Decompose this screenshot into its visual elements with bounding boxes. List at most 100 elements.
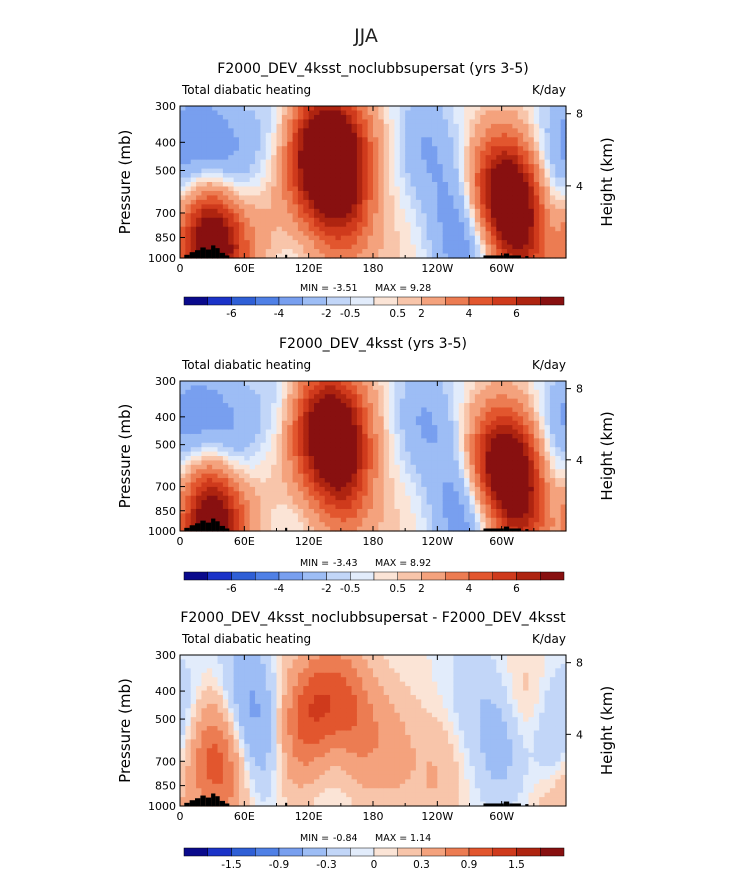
heat-cell	[206, 495, 213, 501]
heat-cell	[480, 478, 487, 484]
heat-cell	[340, 385, 347, 391]
heat-cell	[330, 486, 337, 492]
heat-cell	[383, 381, 390, 387]
heat-cell	[560, 217, 567, 223]
heat-cell	[448, 491, 455, 497]
heat-cell	[383, 213, 390, 219]
heat-cell	[485, 491, 492, 497]
heat-cell	[212, 217, 219, 223]
heat-cell	[512, 500, 519, 506]
heat-cell	[233, 469, 240, 475]
heat-cell	[560, 213, 567, 219]
heat-cell	[308, 460, 315, 466]
heat-cell	[539, 420, 546, 426]
heat-cell	[260, 433, 267, 439]
heat-cell	[405, 155, 412, 161]
heat-cell	[533, 420, 540, 426]
heat-cell	[233, 253, 240, 259]
heat-cell	[469, 226, 476, 232]
heat-cell	[206, 517, 213, 523]
heat-cell	[276, 231, 283, 237]
heat-cell	[415, 106, 422, 112]
heat-cell	[201, 177, 208, 183]
heat-cell	[442, 451, 449, 457]
heat-cell	[421, 155, 428, 161]
topography-block	[205, 249, 212, 258]
colorbar-label: -0.5	[340, 308, 361, 320]
heat-cell	[448, 403, 455, 409]
heat-cell	[453, 226, 460, 232]
heat-cell	[485, 416, 492, 422]
heat-cell	[206, 128, 213, 134]
heat-cell	[335, 146, 342, 152]
heat-cell	[469, 141, 476, 147]
heat-cell	[490, 381, 497, 387]
heat-cell	[249, 217, 256, 223]
heat-cell	[324, 217, 331, 223]
heat-cell	[196, 213, 203, 219]
heat-cell	[287, 438, 294, 444]
heat-cell	[238, 217, 245, 223]
heat-cell	[362, 389, 369, 395]
heat-cell	[185, 504, 192, 510]
heat-cell	[303, 141, 310, 147]
heat-cell	[180, 411, 186, 417]
heat-cell	[265, 253, 272, 259]
heat-cell	[549, 433, 556, 439]
heat-cell	[265, 389, 272, 395]
heat-cell	[437, 451, 444, 457]
heat-cell	[233, 110, 240, 116]
heat-cell	[555, 195, 562, 201]
heat-cell	[378, 186, 385, 192]
heat-cell	[415, 150, 422, 156]
heat-cell	[276, 429, 283, 435]
heat-cell	[458, 403, 465, 409]
heat-cell	[469, 182, 476, 188]
heat-cell	[351, 460, 358, 466]
heat-cell	[485, 114, 492, 121]
heat-cell	[287, 182, 294, 188]
panel-title: F2000_DEV_4ksst (yrs 3-5)	[279, 336, 467, 352]
heat-cell	[539, 473, 546, 479]
heat-cell	[217, 177, 224, 183]
heat-cell	[544, 231, 551, 237]
heat-cell	[340, 482, 347, 488]
heat-cell	[415, 385, 422, 391]
heat-cell	[281, 482, 288, 488]
heat-cell	[442, 526, 449, 532]
heat-cell	[533, 526, 540, 532]
heat-cell	[271, 478, 278, 484]
heat-cell	[292, 137, 299, 143]
heat-cell	[383, 473, 390, 479]
colorbar-label: 0.5	[389, 308, 406, 320]
heat-cell	[469, 513, 476, 519]
heat-cell	[437, 128, 444, 134]
heat-cell	[212, 491, 219, 497]
heat-cell	[533, 146, 540, 152]
heat-cell	[394, 195, 401, 201]
heat-cell	[549, 226, 556, 232]
heat-cell	[335, 416, 342, 422]
heat-cell	[405, 451, 412, 457]
heat-cell	[549, 173, 556, 179]
heat-cell	[560, 253, 567, 259]
heat-cell	[222, 495, 229, 501]
heat-cell	[324, 106, 331, 112]
heat-cell	[485, 186, 492, 192]
heat-cell	[367, 495, 374, 501]
heat-cell	[324, 119, 331, 125]
heat-cell	[533, 199, 540, 205]
heat-cell	[383, 190, 390, 197]
heat-cell	[507, 155, 513, 161]
heat-cell	[276, 222, 283, 228]
heat-cell	[421, 500, 428, 506]
heat-cell	[190, 249, 197, 255]
heat-cell	[490, 222, 497, 228]
heat-cell	[507, 204, 513, 210]
heat-cell	[335, 173, 342, 179]
heat-cell	[238, 517, 245, 523]
heat-cell	[330, 146, 337, 152]
heat-cell	[517, 146, 524, 152]
heat-cell	[233, 456, 240, 462]
heat-cell	[507, 464, 513, 470]
